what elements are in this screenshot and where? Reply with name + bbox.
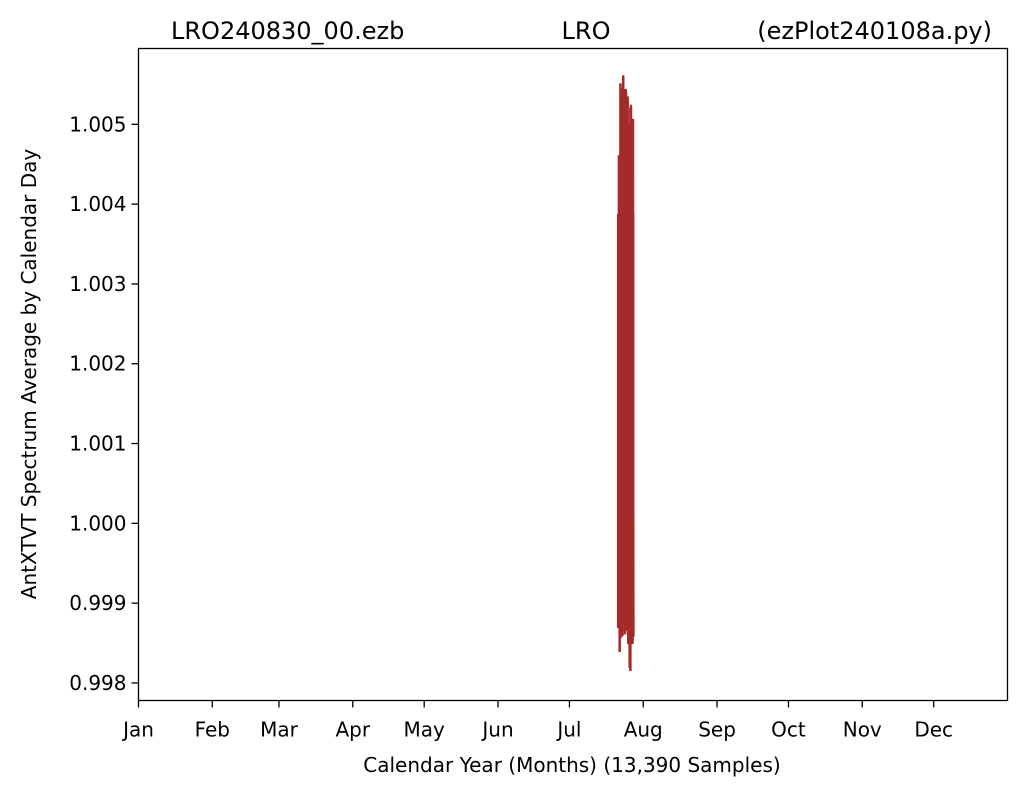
y-tick-label: 1.004 [69, 192, 126, 216]
x-axis-label: Calendar Year (Months) (13,390 Samples) [363, 753, 780, 777]
chart-title-right: (ezPlot240108a.py) [757, 17, 992, 45]
plot-area [616, 75, 635, 671]
plot-frame [137, 47, 1009, 702]
y-axis-ticks: 0.998 0.999 1.000 1.001 1.002 1.003 1.004 1.005 [69, 112, 139, 695]
x-tick-label: Nov [843, 718, 882, 742]
x-axis-ticks: Jan Feb Mar Apr May Jun Jul Aug Sep Oct Nov Dec [121, 700, 953, 742]
chart-title-center: LRO [562, 17, 611, 45]
x-tick-label: Jun [480, 718, 513, 742]
x-tick-label: Apr [335, 718, 370, 742]
x-tick-label: Dec [914, 718, 953, 742]
x-tick-label: Feb [195, 718, 230, 742]
x-tick-label: Sep [698, 718, 736, 742]
x-tick-label: Mar [260, 718, 299, 742]
chart-title-left: LRO240830_00.ezb [171, 17, 404, 45]
series-line [616, 75, 635, 669]
y-tick-label: 0.998 [69, 671, 126, 695]
y-axis-label: AntXTVT Spectrum Average by Calendar Day [17, 149, 41, 600]
y-tick-label: 1.003 [69, 272, 126, 296]
x-tick-label: May [404, 718, 446, 742]
y-tick-label: 1.002 [69, 352, 126, 376]
y-tick-label: 1.005 [69, 112, 126, 136]
x-tick-label: Oct [771, 718, 806, 742]
y-tick-label: 1.000 [69, 511, 126, 535]
y-tick-label: 0.999 [69, 591, 126, 615]
x-tick-label: Jan [121, 718, 154, 742]
x-tick-label: Aug [624, 718, 663, 742]
x-tick-label: Jul [555, 718, 581, 742]
y-tick-label: 1.001 [69, 432, 126, 456]
